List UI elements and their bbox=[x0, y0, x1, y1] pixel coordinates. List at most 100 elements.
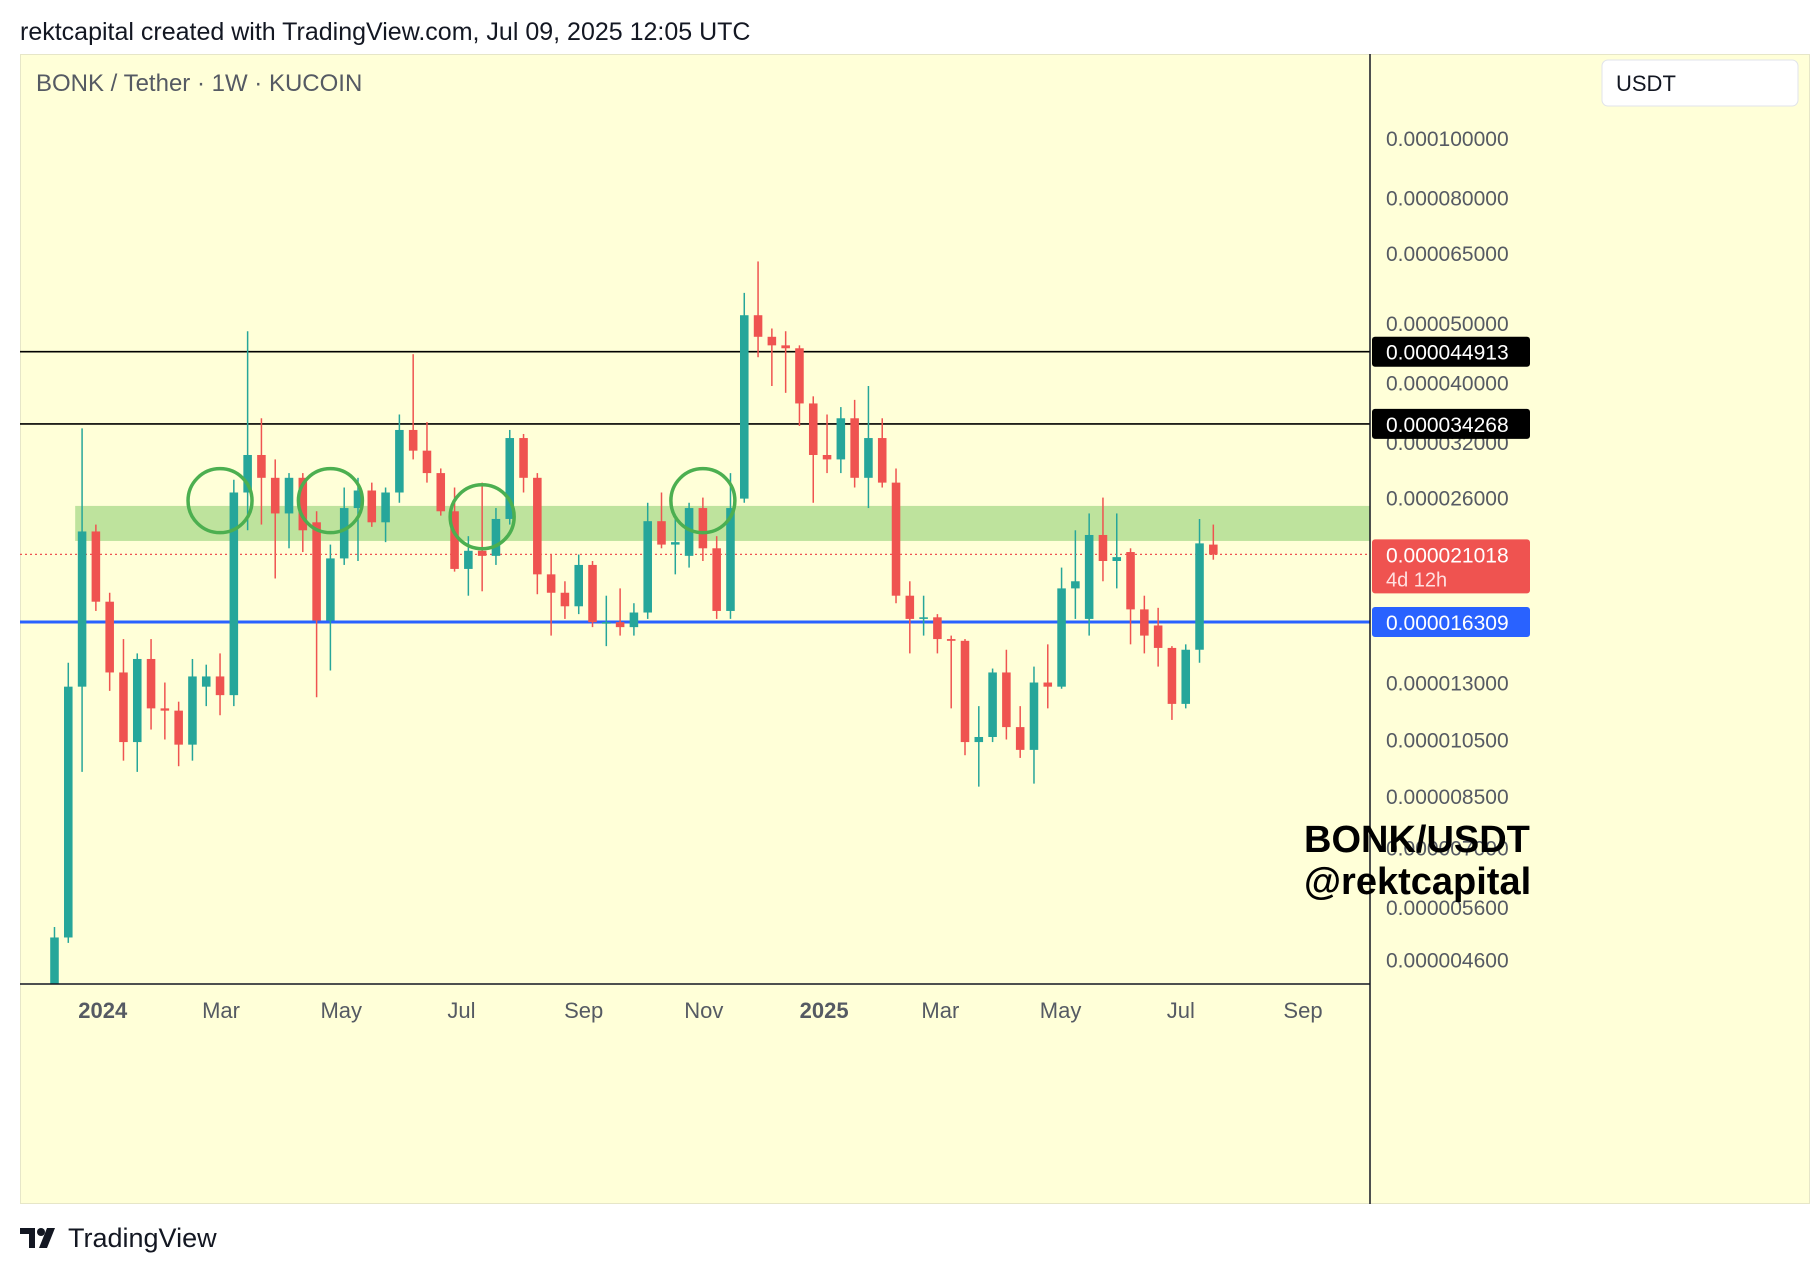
candle[interactable] bbox=[77, 428, 87, 772]
time-tick-label: Jul bbox=[1167, 998, 1195, 1023]
candle-body bbox=[1084, 534, 1094, 619]
candle[interactable] bbox=[1167, 646, 1177, 720]
currency-button-label[interactable]: USDT bbox=[1616, 71, 1676, 96]
candle[interactable] bbox=[477, 482, 487, 592]
candle[interactable] bbox=[1015, 706, 1025, 758]
candle[interactable] bbox=[753, 261, 763, 358]
candle[interactable] bbox=[643, 502, 652, 619]
candle-body bbox=[643, 521, 652, 613]
candle[interactable] bbox=[850, 399, 859, 488]
candle[interactable] bbox=[1071, 530, 1080, 619]
candle[interactable] bbox=[257, 418, 266, 525]
candle[interactable] bbox=[160, 682, 170, 740]
candle[interactable] bbox=[1098, 497, 1108, 582]
candle[interactable] bbox=[657, 492, 666, 549]
candle-body bbox=[781, 345, 790, 349]
candle[interactable] bbox=[381, 487, 390, 543]
candle[interactable] bbox=[588, 561, 597, 628]
candle[interactable] bbox=[960, 639, 970, 756]
candle[interactable] bbox=[1195, 518, 1204, 663]
candle[interactable] bbox=[243, 331, 252, 531]
candle[interactable] bbox=[574, 554, 583, 615]
candle-body bbox=[588, 564, 597, 623]
candle[interactable] bbox=[1084, 513, 1094, 636]
candle[interactable] bbox=[1029, 666, 1039, 784]
candle[interactable] bbox=[767, 328, 777, 387]
candle[interactable] bbox=[808, 396, 818, 503]
candle[interactable] bbox=[671, 518, 680, 575]
candle[interactable] bbox=[1002, 649, 1011, 740]
candle[interactable] bbox=[284, 473, 294, 549]
candle[interactable] bbox=[615, 588, 625, 636]
candle[interactable] bbox=[726, 473, 735, 619]
candle[interactable] bbox=[119, 639, 128, 761]
candle[interactable] bbox=[739, 292, 749, 503]
candle[interactable] bbox=[877, 418, 887, 488]
candle[interactable] bbox=[836, 407, 846, 474]
candle[interactable] bbox=[795, 345, 804, 427]
candle[interactable] bbox=[1112, 513, 1122, 589]
candle[interactable] bbox=[188, 658, 197, 761]
candle[interactable] bbox=[174, 701, 183, 767]
candle[interactable] bbox=[629, 603, 639, 636]
candle[interactable] bbox=[533, 473, 542, 595]
candle[interactable] bbox=[781, 331, 790, 393]
candle[interactable] bbox=[91, 524, 101, 611]
candle[interactable] bbox=[132, 653, 142, 772]
candle[interactable] bbox=[395, 414, 404, 503]
candle[interactable] bbox=[146, 639, 156, 730]
candle[interactable] bbox=[946, 635, 956, 709]
currency-button[interactable]: USDT bbox=[1601, 59, 1799, 107]
candle[interactable] bbox=[422, 422, 432, 483]
candle[interactable] bbox=[891, 468, 901, 604]
candle[interactable] bbox=[864, 386, 873, 509]
candle[interactable] bbox=[988, 668, 997, 743]
candle[interactable] bbox=[905, 581, 915, 654]
candle[interactable] bbox=[602, 595, 611, 647]
candle[interactable] bbox=[270, 459, 280, 579]
candle[interactable] bbox=[1140, 595, 1149, 654]
candle[interactable] bbox=[1153, 607, 1163, 667]
candle[interactable] bbox=[1181, 644, 1191, 709]
candle-body bbox=[739, 315, 749, 499]
candle[interactable] bbox=[408, 354, 418, 460]
candle[interactable] bbox=[1043, 644, 1053, 709]
candle[interactable] bbox=[312, 511, 321, 698]
candle[interactable] bbox=[367, 482, 377, 527]
candle-body bbox=[257, 454, 266, 478]
candlestick-chart[interactable]: BONK / Tether · 1W · KUCOIN 0.0001000000… bbox=[20, 54, 1810, 1204]
candle[interactable] bbox=[933, 614, 942, 654]
candle-body bbox=[91, 531, 101, 602]
candle[interactable] bbox=[560, 581, 570, 619]
candle-body bbox=[1015, 727, 1025, 750]
highlight-circle-1 bbox=[296, 466, 365, 535]
candle[interactable] bbox=[1126, 548, 1135, 645]
candle-body bbox=[974, 736, 984, 743]
time-tick-label: Mar bbox=[202, 998, 240, 1023]
candle[interactable] bbox=[919, 595, 928, 636]
candle[interactable] bbox=[698, 497, 708, 562]
candle[interactable] bbox=[215, 653, 225, 716]
candle[interactable] bbox=[229, 479, 239, 707]
candle[interactable] bbox=[974, 706, 984, 787]
candle[interactable] bbox=[105, 592, 114, 691]
candle[interactable] bbox=[326, 544, 335, 671]
candle[interactable] bbox=[201, 664, 211, 707]
candle[interactable] bbox=[64, 662, 73, 943]
candle[interactable] bbox=[436, 468, 446, 516]
candle[interactable] bbox=[505, 429, 515, 525]
candle[interactable] bbox=[546, 554, 556, 636]
candle-body bbox=[105, 601, 114, 673]
candle-body bbox=[491, 518, 501, 556]
candle[interactable] bbox=[684, 502, 694, 568]
candle-body bbox=[1167, 647, 1177, 704]
candle[interactable] bbox=[1209, 524, 1218, 560]
candle[interactable] bbox=[491, 508, 501, 565]
candle[interactable] bbox=[822, 414, 832, 474]
candle[interactable] bbox=[712, 536, 721, 619]
candle[interactable] bbox=[50, 927, 59, 984]
candle[interactable] bbox=[339, 487, 349, 565]
candle[interactable] bbox=[519, 433, 528, 493]
level-price-tag-2 bbox=[1372, 607, 1530, 638]
candle[interactable] bbox=[1057, 567, 1066, 689]
